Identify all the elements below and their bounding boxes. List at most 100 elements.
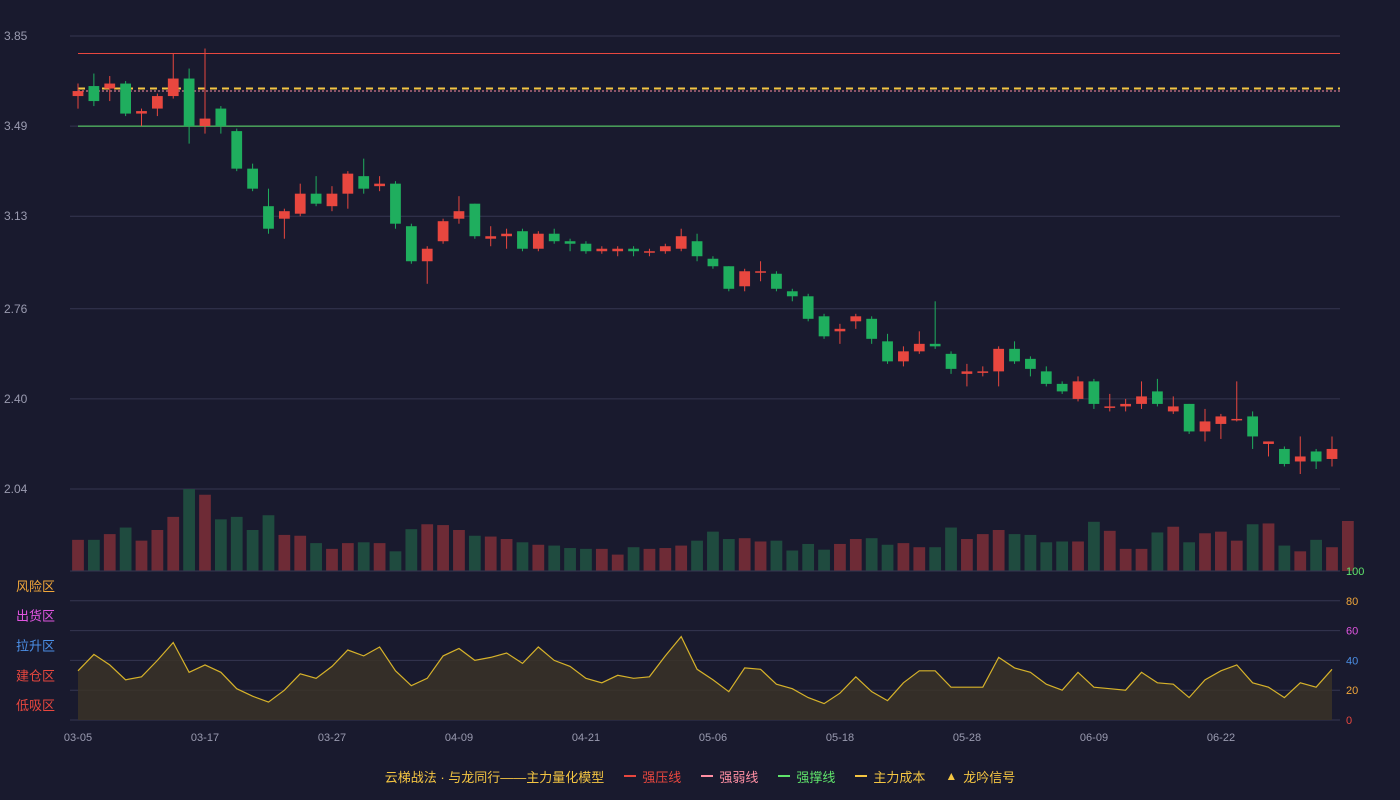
candle-body xyxy=(453,211,465,219)
candle-body xyxy=(231,131,243,169)
candle-body xyxy=(342,173,354,194)
candle-body xyxy=(580,243,592,252)
volume-bar xyxy=(373,543,386,571)
candle-body xyxy=(739,271,751,287)
volume-bar xyxy=(1215,531,1227,571)
volume-bar xyxy=(627,547,640,571)
volume-bar xyxy=(1008,534,1021,571)
zone-label: 建仓区 xyxy=(16,668,55,683)
candle-body xyxy=(1231,418,1243,421)
triangle-signal-icon: ▲ xyxy=(945,769,958,783)
x-tick-label: 05-28 xyxy=(953,732,981,744)
zone-label: 风险区 xyxy=(16,579,55,594)
candle-body xyxy=(644,251,655,253)
candle-body xyxy=(612,248,624,252)
candle-body xyxy=(802,296,814,319)
candle-body xyxy=(945,353,957,369)
candle-body xyxy=(1152,391,1163,404)
volume-bar xyxy=(1230,540,1243,571)
candle-body xyxy=(1136,396,1147,404)
volume-bar xyxy=(976,534,989,571)
support-line-swatch xyxy=(778,775,791,777)
candle-body xyxy=(850,316,862,322)
volume-bar xyxy=(659,548,672,571)
candle-body xyxy=(485,236,497,239)
volume-bar xyxy=(230,516,243,571)
volume-bar xyxy=(1294,551,1307,571)
candle-body xyxy=(1215,416,1227,424)
volume-bar xyxy=(1167,526,1180,571)
volume-bar xyxy=(754,541,767,571)
volume-bar xyxy=(786,550,799,571)
candle-body xyxy=(310,193,322,204)
candle-body xyxy=(755,271,766,273)
volume-bar xyxy=(1088,521,1100,571)
candle-body xyxy=(405,226,417,262)
price-tick-label: 3.13 xyxy=(4,209,28,223)
candle-body xyxy=(532,233,544,249)
volume-bar xyxy=(405,529,418,571)
volume-bar xyxy=(500,539,513,571)
candle-body xyxy=(1056,383,1068,392)
candle-body xyxy=(866,318,878,339)
volume-bar xyxy=(1135,548,1148,571)
price-tick-label: 3.85 xyxy=(4,29,28,43)
volume-bar xyxy=(310,543,322,571)
volume-bar xyxy=(818,549,830,571)
candle-body xyxy=(548,233,560,242)
volume-bar xyxy=(357,542,370,571)
candle-body xyxy=(151,96,163,109)
volume-bar xyxy=(1151,532,1164,571)
volume-bar xyxy=(564,548,576,571)
volume-bar xyxy=(1246,524,1259,571)
candle-body xyxy=(1278,448,1290,464)
volume-bar xyxy=(1262,523,1275,571)
volume-bar xyxy=(468,535,481,571)
candle-body xyxy=(691,241,703,257)
legend-label-weak: 强弱线 xyxy=(719,769,759,785)
volume-bar xyxy=(1072,541,1084,571)
indicator-tick-label: 80 xyxy=(1346,596,1358,608)
candle-body xyxy=(993,348,1005,372)
candle-body xyxy=(278,211,290,219)
volume-bar xyxy=(802,543,815,571)
legend-item-resistance[interactable]: 强压线 xyxy=(624,767,681,786)
volume-bar xyxy=(1341,520,1354,571)
volume-bar xyxy=(595,548,608,571)
zone-label: 拉升区 xyxy=(16,639,55,654)
volume-bar xyxy=(532,544,545,571)
price-tick-label: 2.04 xyxy=(4,482,28,496)
legend-label-cost: 主力成本 xyxy=(873,769,926,785)
volume-bar xyxy=(1024,534,1037,571)
candle-body xyxy=(501,233,512,237)
candle-body xyxy=(659,246,671,252)
candle-body xyxy=(564,241,576,244)
volume-bar xyxy=(707,531,719,571)
legend-item-signal[interactable]: ▲ 龙吟信号 xyxy=(945,767,1015,786)
candle-body xyxy=(167,78,179,97)
indicator-tick-label: 100 xyxy=(1346,566,1364,578)
volume-bar xyxy=(183,489,195,571)
legend-item-cost[interactable]: 主力成本 xyxy=(855,767,925,786)
volume-bar xyxy=(548,545,561,571)
candle-body xyxy=(1088,381,1100,404)
legend-item-weak[interactable]: 强弱线 xyxy=(701,767,758,786)
volume-bar xyxy=(294,535,307,571)
candle-body xyxy=(818,316,830,337)
candle-body xyxy=(421,248,433,262)
candle-body xyxy=(183,78,195,127)
x-tick-label: 04-09 xyxy=(445,732,473,744)
candle-body xyxy=(882,341,893,362)
x-tick-label: 03-27 xyxy=(318,732,346,744)
legend-item-support[interactable]: 强撑线 xyxy=(778,767,835,786)
candle-body xyxy=(358,176,370,189)
volume-bar xyxy=(484,536,497,571)
candle-body xyxy=(247,168,258,189)
candle-body xyxy=(723,266,735,289)
volume-bar xyxy=(262,515,275,571)
candle-body xyxy=(1247,416,1259,437)
volume-bar xyxy=(103,534,116,571)
candle-body xyxy=(1040,371,1052,384)
indicator-area xyxy=(78,636,1332,720)
price-tick-label: 2.76 xyxy=(4,302,28,316)
